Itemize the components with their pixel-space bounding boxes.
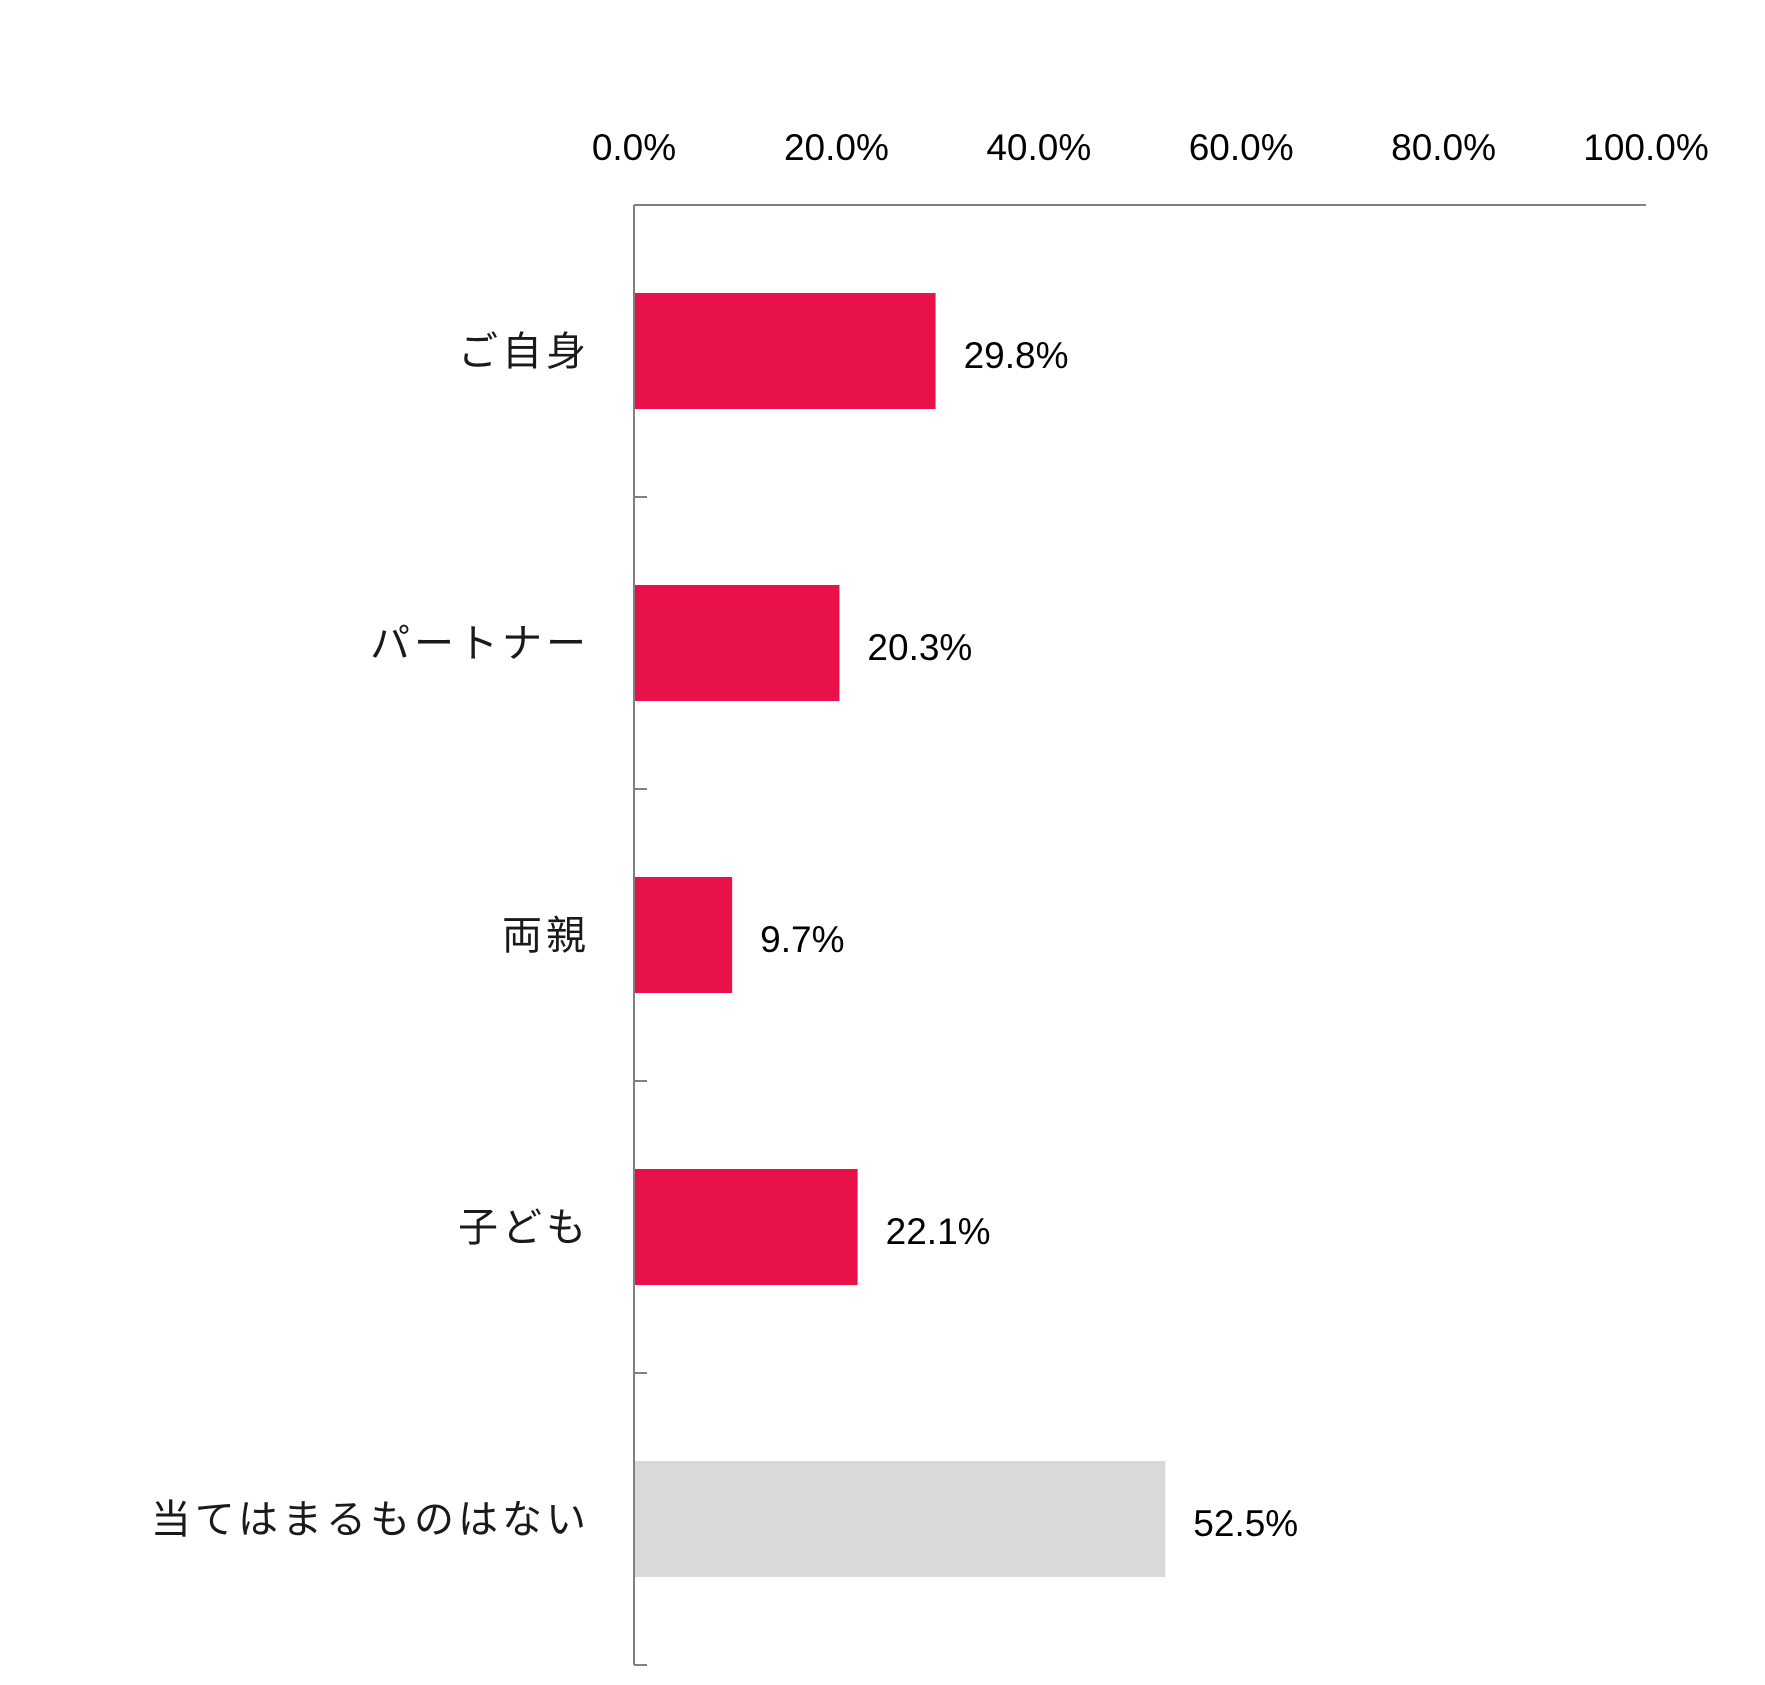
value-labels: 29.8% 20.3% 9.7% 22.1% 52.5% <box>760 335 1298 1544</box>
axis-layer <box>633 204 1646 1666</box>
value-label: 29.8% <box>964 335 1069 376</box>
bar <box>635 293 936 409</box>
bar <box>635 877 733 993</box>
category-label: 当てはまるものはない <box>151 1497 590 1543</box>
x-tick-label: 80.0% <box>1391 127 1496 168</box>
value-label: 20.3% <box>867 627 972 668</box>
value-label: 52.5% <box>1193 1503 1298 1544</box>
value-label: 9.7% <box>760 919 844 960</box>
x-tick-label: 100.0% <box>1583 127 1709 168</box>
category-label: パートナー <box>370 621 590 667</box>
x-tick-label: 60.0% <box>1189 127 1294 168</box>
bar <box>635 1169 858 1285</box>
category-label: 両親 <box>502 913 590 959</box>
x-tick-label: 40.0% <box>986 127 1091 168</box>
bar <box>635 585 840 701</box>
value-label: 22.1% <box>886 1211 991 1252</box>
category-label: ご自身 <box>458 329 590 375</box>
bars <box>635 293 1166 1577</box>
x-tick-labels: 0.0% 20.0% 40.0% 60.0% 80.0% 100.0% <box>592 127 1709 168</box>
bar <box>635 1461 1166 1577</box>
category-label: 子ども <box>458 1205 590 1251</box>
x-tick-label: 0.0% <box>592 127 676 168</box>
x-tick-label: 20.0% <box>784 127 889 168</box>
